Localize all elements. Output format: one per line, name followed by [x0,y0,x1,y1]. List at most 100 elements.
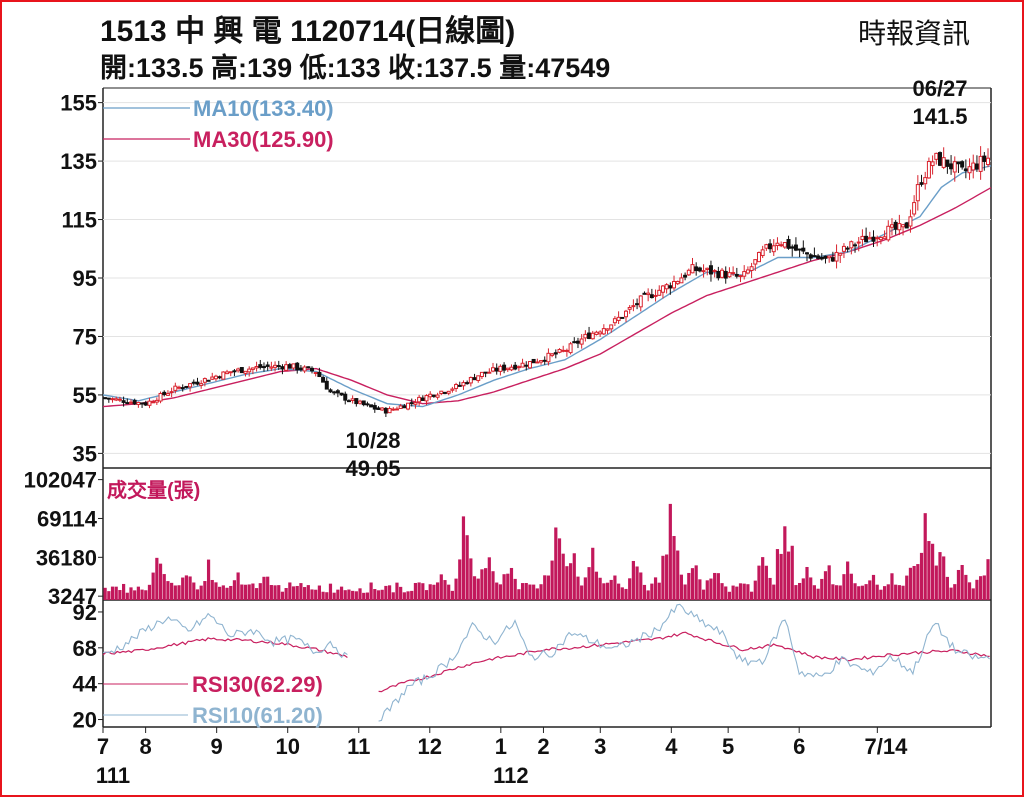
volume-bar [472,576,477,600]
volume-bar [495,582,499,600]
candle-body [391,408,396,411]
candle-body [609,324,614,330]
low-annotation-date: 10/28 [345,428,400,453]
volume-bar [458,559,462,600]
candle-body [295,362,300,371]
volume-bar [181,577,185,600]
volume-bar [550,560,554,600]
candle-body [158,392,163,402]
candle-body [457,384,462,387]
candle-body [745,269,750,274]
candle-body [716,270,721,279]
candle-body [428,393,433,398]
candle-body [686,269,691,276]
candle-body [472,377,477,381]
volume-bar [410,590,414,600]
candle-body [664,284,669,290]
candle-body [598,331,603,335]
candle-body [332,391,337,394]
candle-body [250,367,255,370]
candle-body [398,405,403,409]
volume-bar [894,584,898,600]
volume-bar [402,592,406,600]
candle-body [439,390,444,395]
rsi-tick-label: 68 [73,636,97,661]
candle-body [369,404,374,408]
volume-bar [347,589,351,600]
volume-bar [986,559,990,600]
candle-body [191,381,196,384]
candle-body [782,242,787,248]
volume-bar [731,585,735,600]
volume-bar [498,584,502,600]
volume-bar [690,568,695,600]
candle-body [114,398,119,401]
volume-bar [480,569,484,600]
volume-bar [942,556,946,600]
candle-body [971,162,976,171]
candle-body [986,157,991,166]
candle-body [889,224,894,228]
volume-bar [701,589,706,600]
candle-body [590,332,595,340]
volume-bar [114,586,118,600]
ma10-line [102,165,992,408]
ohlc-summary: 開:133.5 高:139 低:133 收:137.5 量:47549 [100,53,611,83]
volume-bar [679,574,684,600]
volume-bar [576,576,580,600]
chart-title: 1513 中 興 電 1120714(日線圖) [100,15,516,48]
candle-body [346,400,351,403]
volume-bar [912,565,916,600]
candle-body [823,255,828,259]
volume-bar [657,582,661,600]
candle-body [860,235,865,240]
volume-bar [136,586,140,600]
candle-body [309,367,314,372]
volume-bar [905,575,909,600]
candle-body [808,254,813,259]
volume-bar [535,588,539,600]
volume-bar [435,582,440,600]
candle-body [169,391,174,394]
low-annotation-value: 49.05 [345,456,400,481]
volume-bar [236,572,240,600]
candle-body [963,168,968,172]
volume-bar [266,576,270,600]
volume-bar [823,571,828,600]
candle-body [978,155,983,172]
candle-body [812,255,817,258]
rsi10-line [102,603,990,722]
volume-bar [306,585,310,600]
candle-body [117,398,122,401]
candle-body [708,265,713,275]
candle-body [239,367,244,374]
volume-bar [975,579,979,600]
volume-bar [406,591,410,600]
candle-body [165,393,170,396]
volume-bar [118,590,122,600]
candle-body [601,328,606,335]
volume-bar [432,584,436,600]
candle-body [317,371,322,378]
candle-body [387,408,392,414]
candle-body [790,246,795,249]
volume-bar [122,583,126,600]
candle-body [705,267,710,270]
candle-body [199,383,204,386]
volume-bar [753,580,757,600]
volume-bar [203,581,207,600]
volume-bar [875,584,879,600]
volume-bar [280,591,285,600]
volume-bar [908,567,913,600]
volume-bar [798,582,802,600]
volume-bar [639,572,643,600]
volume-bar [860,585,865,600]
volume-bar [369,582,373,600]
year-label: 111 [96,763,130,788]
rsi-tick-label: 92 [73,600,97,625]
volume-bar [853,583,857,600]
candle-body [616,316,621,321]
volume-bar [628,578,632,600]
volume-bar [846,561,850,600]
